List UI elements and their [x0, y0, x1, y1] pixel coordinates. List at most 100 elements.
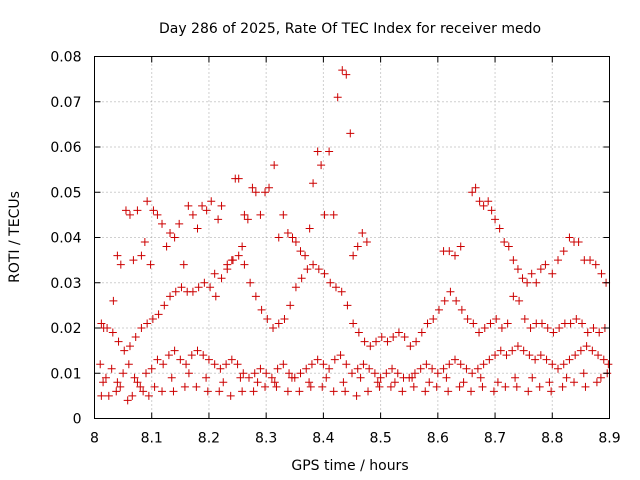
data-point [527, 269, 536, 278]
data-point [167, 373, 176, 382]
data-point [179, 260, 188, 269]
data-point [234, 251, 243, 260]
data-point [285, 369, 294, 378]
data-point [101, 373, 110, 382]
data-point [309, 260, 318, 269]
data-point [582, 342, 591, 351]
data-point [558, 382, 567, 391]
data-point [148, 314, 157, 323]
data-point [341, 387, 350, 396]
data-point [342, 360, 351, 369]
data-point [545, 378, 554, 387]
data-point [150, 382, 159, 391]
data-point [576, 346, 585, 355]
data-point [251, 188, 260, 197]
data-point [210, 360, 219, 369]
data-point [348, 369, 356, 378]
data-point [409, 382, 418, 391]
data-point [366, 342, 375, 351]
data-point [219, 378, 228, 387]
data-point [536, 351, 545, 360]
data-point [445, 247, 454, 256]
data-point [412, 337, 421, 346]
data-point [486, 319, 495, 328]
y-tick-label: 0.03 [50, 276, 81, 292]
data-point [248, 183, 257, 192]
data-point [524, 387, 533, 396]
data-point [536, 265, 545, 274]
data-point [439, 364, 448, 373]
data-point [562, 373, 571, 382]
x-tick-label: 8 [90, 431, 99, 447]
data-point [280, 314, 289, 323]
data-point [180, 382, 189, 391]
data-point [390, 378, 399, 387]
data-point [123, 396, 132, 405]
data-point [487, 206, 496, 215]
data-point [594, 351, 603, 360]
data-point [274, 319, 283, 328]
data-point [352, 391, 361, 400]
data-point [370, 369, 379, 378]
data-point [467, 387, 476, 396]
data-point [362, 238, 371, 247]
data-point [164, 351, 173, 360]
data-point [373, 378, 382, 387]
data-point [333, 93, 342, 102]
data-point [513, 265, 522, 274]
data-point [343, 301, 352, 310]
data-point [283, 228, 292, 237]
data-points [96, 66, 613, 405]
data-point [170, 233, 179, 242]
data-point [473, 364, 482, 373]
data-point [96, 360, 105, 369]
data-point [480, 324, 489, 332]
data-point [425, 378, 434, 387]
data-point [337, 287, 346, 296]
data-point [113, 378, 122, 387]
data-point [330, 355, 339, 364]
data-point [283, 387, 292, 396]
data-point [253, 378, 262, 387]
data-point [238, 242, 247, 251]
data-point [329, 210, 338, 219]
data-point [456, 242, 465, 251]
data-point [158, 387, 167, 396]
data-point [215, 387, 224, 396]
data-point [520, 314, 529, 323]
data-point [188, 210, 197, 219]
data-point [571, 351, 580, 360]
data-point [500, 238, 509, 247]
x-tick-label: 8.6 [427, 431, 449, 447]
data-point [297, 274, 306, 283]
data-point [313, 147, 322, 156]
data-point [592, 378, 601, 387]
data-point [236, 373, 245, 382]
data-point [356, 373, 365, 382]
data-point [325, 147, 334, 156]
data-point [166, 292, 175, 301]
data-point [583, 328, 592, 337]
data-point [526, 324, 535, 332]
data-point [107, 364, 116, 373]
data-point [176, 355, 185, 364]
data-point [103, 324, 112, 332]
data-point [349, 319, 358, 328]
data-point [595, 328, 604, 337]
data-point [175, 219, 184, 228]
data-point [144, 391, 153, 400]
data-point [143, 319, 152, 328]
data-point [376, 373, 385, 382]
data-point [97, 319, 106, 328]
data-point [307, 360, 316, 369]
data-point [301, 251, 310, 260]
data-point [238, 387, 247, 396]
y-axis-label: ROTI / TECUs [7, 191, 23, 283]
data-point [541, 260, 550, 269]
data-point [578, 319, 587, 328]
y-tick-label: 0.04 [50, 231, 81, 247]
data-point [326, 278, 335, 287]
data-point [320, 269, 329, 278]
data-point [192, 382, 201, 391]
data-point [493, 378, 502, 387]
